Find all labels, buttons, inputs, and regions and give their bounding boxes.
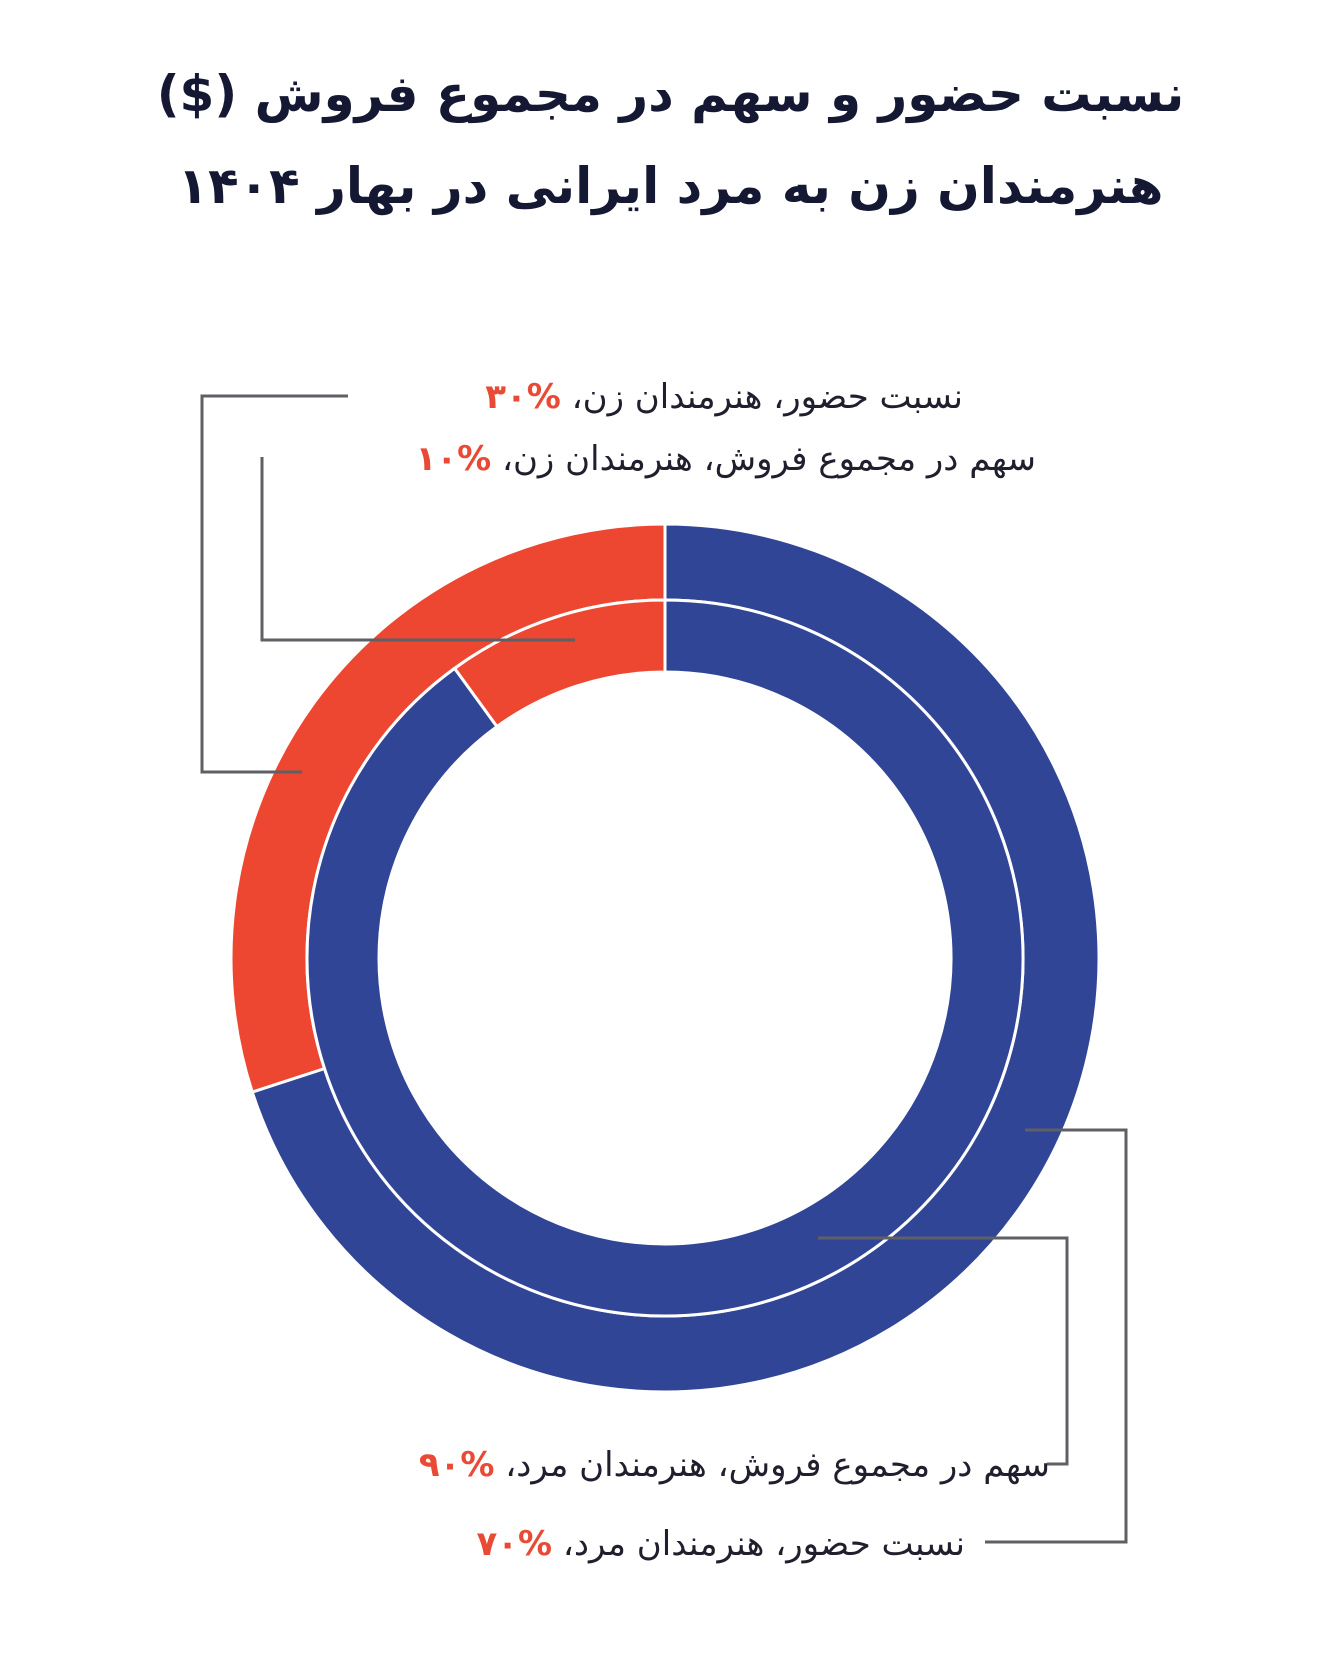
leader-inner-male: [818, 1236, 1069, 1466]
leader-inner-female: [260, 457, 575, 642]
leader-outer-male: [985, 1128, 1128, 1544]
label-outer-male-text: نسبت حضور، هنرمندان مرد،: [563, 1524, 965, 1564]
label-inner-female-value: %۱۰: [416, 439, 492, 479]
label-outer-male: نسبت حضور، هنرمندان مرد، %۷۰: [477, 1524, 966, 1564]
label-inner-male-value: %۹۰: [419, 1445, 495, 1485]
label-outer-female-text: نسبت حضور، هنرمندان زن،: [572, 377, 963, 417]
label-inner-female: سهم در مجموع فروش، هنرمندان زن، %۱۰: [416, 439, 1036, 479]
label-outer-female: نسبت حضور، هنرمندان زن، %۳۰: [485, 377, 963, 417]
chart-title-line-1: نسبت حضور و سهم در مجموع فروش ($): [156, 65, 1185, 123]
label-inner-male-text: سهم در مجموع فروش، هنرمندان مرد،: [505, 1445, 1050, 1485]
label-inner-male: سهم در مجموع فروش، هنرمندان مرد، %۹۰: [419, 1445, 1050, 1485]
chart-title-line-2: هنرمندان زن به مرد ایرانی در بهار ۱۴۰۴: [177, 157, 1164, 215]
slice-inner-male: [305, 598, 1025, 1318]
leader-outer-female: [200, 394, 348, 774]
label-outer-male-value: %۷۰: [477, 1524, 553, 1564]
label-outer-female-value: %۳۰: [485, 377, 561, 417]
chart-title: نسبت حضور و سهم در مجموع فروش ($) هنرمند…: [0, 48, 1341, 232]
leader-lines: [200, 394, 1128, 1544]
label-inner-female-text: سهم در مجموع فروش، هنرمندان زن،: [502, 439, 1036, 479]
donut-slices: [229, 522, 1101, 1394]
